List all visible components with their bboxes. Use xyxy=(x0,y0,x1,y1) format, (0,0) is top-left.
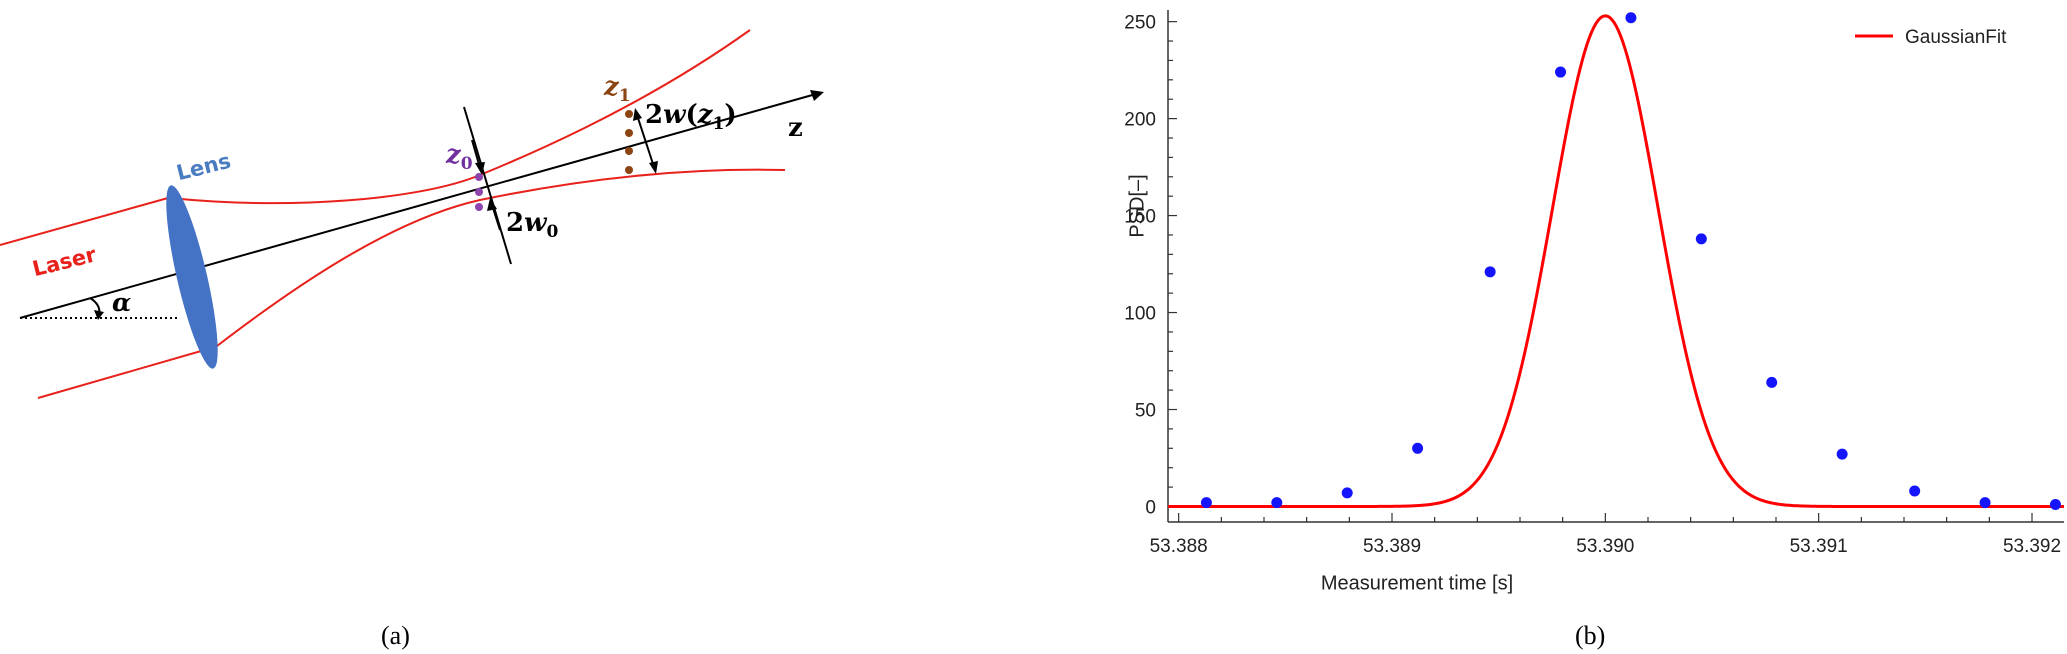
z0-dot xyxy=(475,173,483,181)
beam-width-arrow-head-top xyxy=(633,108,642,121)
y-axis-label: PSD[–] xyxy=(1126,174,1149,238)
x-tick-label: 53.389 xyxy=(1363,536,1421,557)
data-point xyxy=(1766,376,1778,388)
tick-labels: 53.388 53.389 53.390 53.391 53.3920501001502… xyxy=(1124,13,2061,557)
y-tick-label: 250 xyxy=(1124,13,1156,34)
data-point xyxy=(1625,12,1637,24)
beam-width-label: 2w(z1) xyxy=(645,100,737,134)
z0-dot xyxy=(475,203,483,211)
beam-width-w: w xyxy=(663,100,686,130)
chart-legend: GaussianFit xyxy=(1855,27,2007,48)
data-point xyxy=(1484,266,1496,278)
z-axis-label: z xyxy=(788,113,803,143)
waist-label-subscript: 0 xyxy=(546,222,559,243)
x-tick-label: 53.388 xyxy=(1150,536,1208,557)
data-point xyxy=(1695,233,1707,245)
data-point xyxy=(1909,485,1921,497)
data-point xyxy=(2049,499,2061,511)
y-tick-label: 50 xyxy=(1135,401,1156,422)
legend-label: GaussianFit xyxy=(1905,27,2007,48)
z0-label-base: z xyxy=(446,140,461,170)
panel-b-caption: (b) xyxy=(1575,621,1606,650)
data-point xyxy=(1412,442,1424,454)
z0-dot xyxy=(475,188,483,196)
beam-width-open-paren: ( xyxy=(685,100,698,130)
z1-dot xyxy=(625,166,633,174)
waist-label: 2w0 xyxy=(506,208,558,242)
waist-label-coef: 2 xyxy=(506,208,525,238)
beam-width-subscript: 1 xyxy=(712,114,725,135)
lens-shape xyxy=(166,185,218,369)
z1-label: z1 xyxy=(604,72,631,106)
waist-line xyxy=(463,106,512,265)
data-point xyxy=(1271,497,1283,509)
y-tick-label: 0 xyxy=(1145,497,1156,518)
y-tick-label: 100 xyxy=(1124,304,1156,325)
beam-width-arrow-head-bottom xyxy=(649,161,658,174)
points-layer xyxy=(1200,12,2061,511)
waist-arrow-top-head xyxy=(475,162,485,175)
beam-width-close-paren: ) xyxy=(724,100,737,130)
y-tick-label: 200 xyxy=(1124,110,1156,131)
z1-label-subscript: 1 xyxy=(618,86,631,107)
waist-arrow-bottom-head xyxy=(487,198,497,211)
z1-dot xyxy=(625,110,633,118)
incoming-beam-lower xyxy=(37,346,216,399)
angle-label: α xyxy=(112,288,132,317)
x-tick-label: 53.390 xyxy=(1576,536,1634,557)
optical-axis xyxy=(19,93,817,319)
chart-axes xyxy=(1167,10,2064,523)
beam-width-z: z xyxy=(697,100,713,130)
beam-width-arrow xyxy=(636,114,655,168)
beam-diagram xyxy=(0,29,824,399)
data-point xyxy=(1979,497,1991,509)
data-point xyxy=(1341,487,1353,499)
z0-label-subscript: 0 xyxy=(460,154,473,175)
z1-label-base: z xyxy=(604,72,619,102)
data-point xyxy=(1836,448,1848,460)
beam-width-coef: 2 xyxy=(645,100,664,130)
x-tick-label: 53.392 xyxy=(2003,536,2061,557)
z1-dot xyxy=(625,129,633,137)
x-tick-label: 53.391 xyxy=(1790,536,1848,557)
data-point xyxy=(1200,497,1212,509)
beam-envelope-lower xyxy=(216,168,786,347)
z1-dot xyxy=(625,147,633,155)
gaussian-fit-line xyxy=(1168,14,2064,508)
x-axis-label: Measurement time [s] xyxy=(1320,572,1514,595)
data-point xyxy=(1555,66,1567,78)
optical-axis-arrowhead xyxy=(810,90,824,101)
panel-a-caption: (a) xyxy=(381,621,410,650)
fit-layer xyxy=(1168,14,2064,508)
waist-label-w: w xyxy=(524,208,547,238)
incoming-beam-upper xyxy=(0,197,169,246)
z0-label: z0 xyxy=(446,140,473,174)
angle-arc-arrowhead xyxy=(94,310,104,320)
